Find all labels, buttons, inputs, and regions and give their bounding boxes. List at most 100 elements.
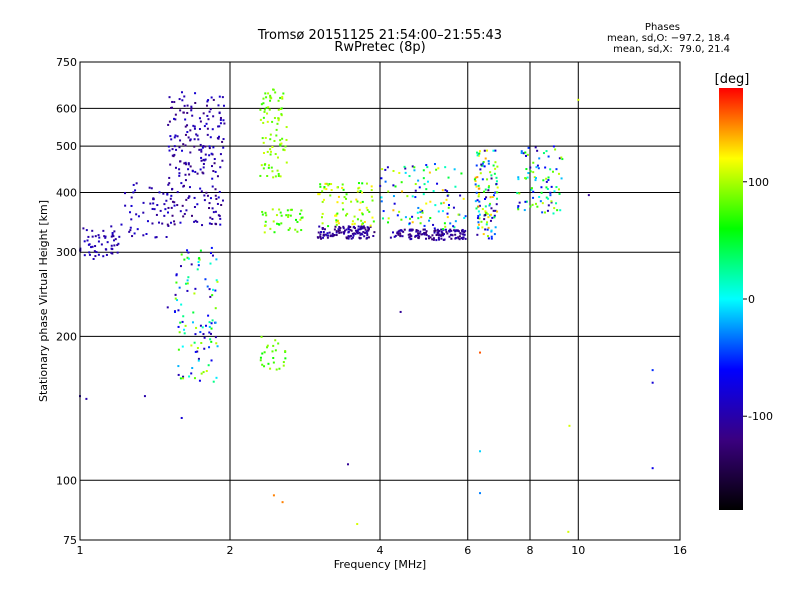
data-point: [477, 184, 480, 187]
data-point: [214, 336, 217, 339]
data-point: [487, 185, 490, 188]
data-point: [423, 228, 426, 231]
data-point: [454, 185, 457, 188]
data-point: [379, 184, 382, 187]
data-point: [265, 106, 268, 109]
data-point: [360, 232, 363, 235]
data-point: [437, 236, 440, 239]
data-point: [263, 231, 266, 234]
phase-stats-heading: Phases: [644, 22, 680, 33]
data-point: [319, 233, 322, 236]
data-point: [266, 112, 269, 115]
data-point: [356, 218, 359, 221]
data-point: [177, 348, 180, 351]
y-axis-label: Stationary phase Virtual Height [km]: [37, 200, 50, 402]
data-point: [363, 226, 366, 229]
data-point: [169, 221, 172, 224]
data-point: [207, 364, 210, 367]
data-point: [444, 166, 447, 169]
data-point: [153, 208, 156, 211]
data-point: [397, 233, 400, 236]
data-point: [174, 297, 177, 300]
data-point: [447, 203, 450, 206]
data-point: [199, 143, 202, 146]
data-point: [410, 229, 413, 232]
data-point: [392, 209, 395, 212]
data-point: [317, 193, 320, 196]
data-point: [425, 164, 428, 167]
data-point: [171, 200, 174, 203]
data-point: [270, 166, 273, 169]
data-point: [196, 268, 199, 271]
data-point: [345, 214, 348, 217]
data-point: [186, 282, 189, 285]
data-point: [322, 198, 325, 201]
data-point: [359, 237, 362, 240]
data-point: [410, 237, 413, 240]
data-point: [142, 201, 145, 204]
data-point: [185, 163, 188, 166]
data-point: [486, 228, 489, 231]
data-point: [150, 187, 153, 190]
data-point: [105, 253, 108, 256]
data-point: [200, 150, 203, 153]
data-point: [342, 227, 345, 230]
data-point: [198, 258, 201, 261]
data-point: [131, 235, 134, 238]
data-point: [545, 177, 548, 180]
data-point: [447, 176, 450, 179]
data-point: [417, 234, 420, 237]
y-tick-label: 100: [56, 474, 77, 487]
data-point: [266, 346, 269, 349]
data-point: [418, 235, 421, 238]
data-point: [532, 171, 535, 174]
data-point: [540, 191, 543, 194]
data-point: [210, 152, 213, 155]
data-point: [132, 191, 135, 194]
data-point: [476, 233, 479, 236]
data-point: [215, 223, 218, 226]
data-point: [549, 194, 552, 197]
data-point: [214, 289, 217, 292]
data-point: [485, 211, 488, 214]
data-point: [259, 359, 262, 362]
data-point: [417, 206, 420, 209]
colorbar-ticks: 100 0 -100: [743, 176, 773, 423]
data-point: [474, 176, 477, 179]
data-point: [92, 257, 95, 260]
data-point: [422, 177, 425, 180]
data-point: [186, 279, 189, 282]
data-point: [103, 235, 106, 238]
data-point: [263, 163, 266, 166]
data-point: [495, 180, 498, 183]
y-tick-label: 75: [63, 534, 77, 547]
data-point: [427, 237, 430, 240]
data-point: [266, 344, 269, 347]
data-point: [433, 231, 436, 234]
data-point: [458, 235, 461, 238]
data-point: [220, 204, 223, 207]
data-point: [116, 244, 119, 247]
data-point: [211, 177, 214, 180]
data-point: [300, 209, 303, 212]
data-point: [323, 234, 326, 237]
data-point: [529, 205, 532, 208]
data-point: [300, 216, 303, 219]
data-point: [486, 149, 489, 152]
data-point: [178, 174, 181, 177]
data-point: [338, 229, 341, 232]
data-point: [193, 206, 196, 209]
data-point: [272, 344, 275, 347]
data-point: [351, 236, 354, 239]
data-point: [546, 187, 549, 190]
data-point: [165, 199, 168, 202]
data-point: [171, 100, 174, 103]
data-point: [436, 233, 439, 236]
data-point: [361, 223, 364, 226]
data-point: [277, 99, 280, 102]
data-point: [522, 152, 525, 155]
data-point: [190, 107, 193, 110]
data-point: [143, 395, 146, 398]
data-point: [281, 137, 284, 140]
data-point: [340, 231, 343, 234]
